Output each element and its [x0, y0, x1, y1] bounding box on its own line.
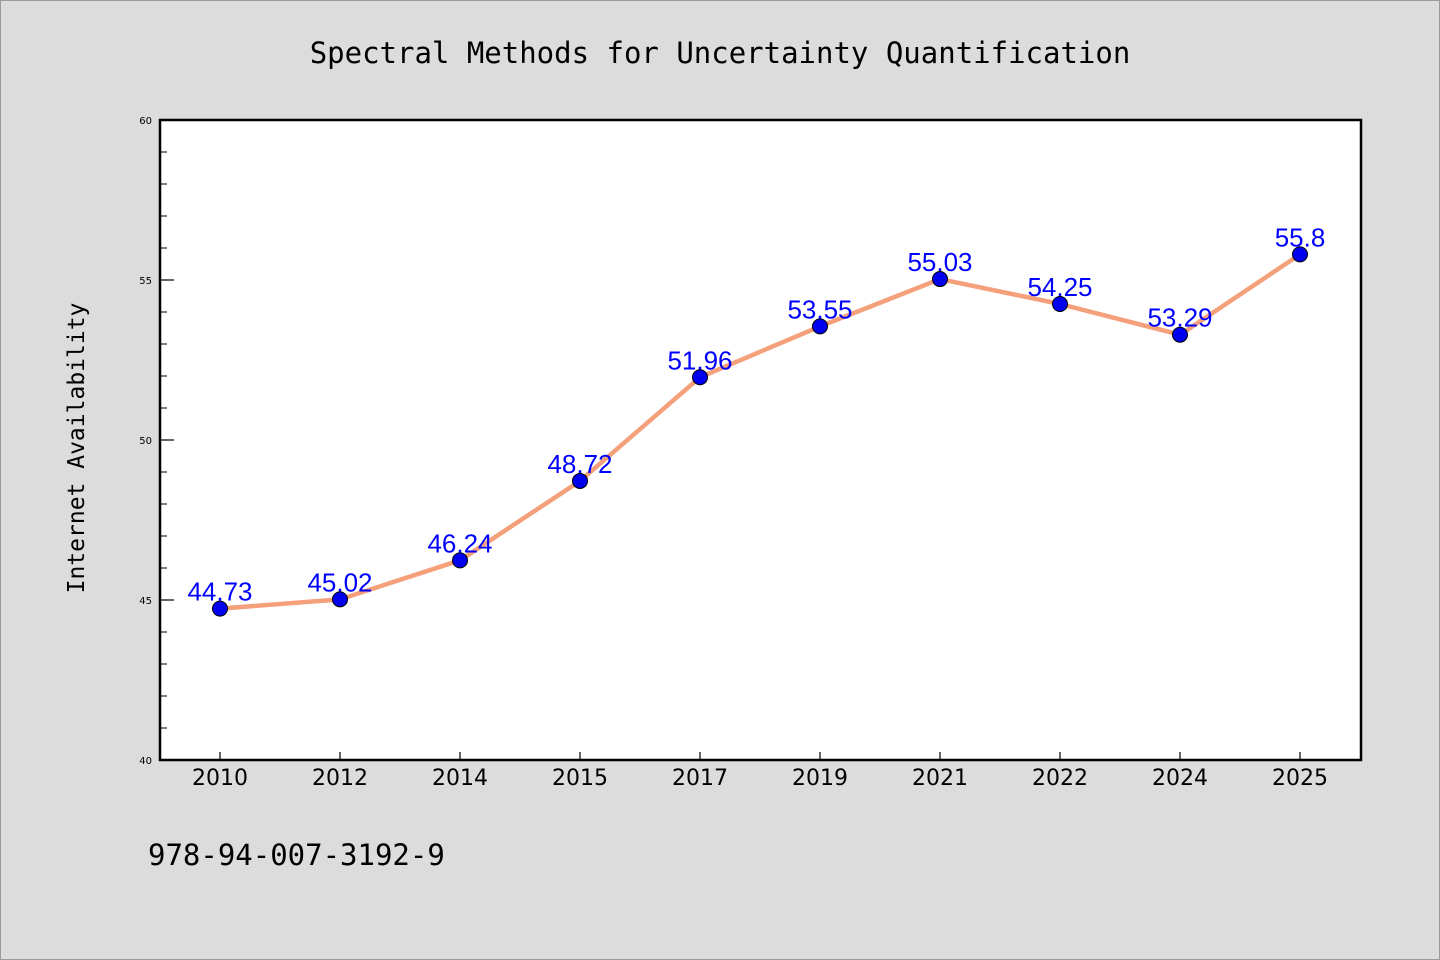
data-label: 53.29	[1147, 303, 1212, 333]
data-labels: 44.73 45.02 46.24 48.72 51.96 53.55 55.03 54.25…	[187, 222, 1325, 606]
y-axis-label: Internet Availability	[64, 303, 90, 594]
y-tick-label: 60	[139, 116, 152, 127]
data-label: 48.72	[547, 449, 612, 479]
data-label: 44.73	[187, 577, 252, 607]
isbn-text: 978-94-007-3192-9	[148, 838, 445, 872]
data-point	[932, 271, 948, 288]
x-tick-label: 2017	[672, 766, 728, 791]
data-point	[572, 472, 588, 489]
data-label: 46.24	[427, 528, 492, 558]
x-tick-label: 2021	[912, 766, 968, 791]
data-label: 51.96	[667, 345, 732, 375]
data-label: 45.02	[307, 567, 372, 597]
y-tick-label: 40	[139, 756, 152, 767]
data-label: 55.03	[907, 247, 972, 277]
series-line	[217, 252, 1303, 611]
y-axis-ticks: 40 45 50 55 60	[139, 116, 174, 767]
series-line-group	[217, 252, 1303, 611]
x-tick-label: 2014	[432, 766, 488, 791]
x-tick-label: 2024	[1152, 766, 1208, 791]
data-markers	[212, 246, 1308, 617]
data-point	[812, 318, 828, 335]
data-label: 55.8	[1275, 222, 1326, 252]
x-axis-ticks: 2010 2012 2014 2015 2017 2019 2021 2022 2024 2025	[192, 752, 1328, 791]
x-tick-label: 2010	[192, 766, 248, 791]
data-label: 54.25	[1027, 272, 1092, 302]
data-point	[692, 369, 708, 386]
x-tick-label: 2019	[792, 766, 848, 791]
x-tick-label: 2012	[312, 766, 368, 791]
data-label: 53.55	[787, 294, 852, 324]
chart-title: Spectral Methods for Uncertainty Quantif…	[310, 36, 1131, 70]
data-point	[332, 591, 348, 608]
x-tick-label: 2022	[1032, 766, 1088, 791]
data-point	[1292, 246, 1308, 263]
x-tick-label: 2025	[1272, 766, 1328, 791]
y-tick-label: 45	[139, 596, 152, 607]
plot-area	[158, 118, 1363, 762]
data-point	[1172, 326, 1188, 343]
y-tick-label: 55	[139, 276, 152, 287]
data-point	[212, 600, 228, 617]
data-point	[452, 552, 468, 569]
data-point	[1052, 296, 1068, 312]
y-tick-label: 50	[139, 436, 152, 447]
x-tick-label: 2015	[552, 766, 608, 791]
